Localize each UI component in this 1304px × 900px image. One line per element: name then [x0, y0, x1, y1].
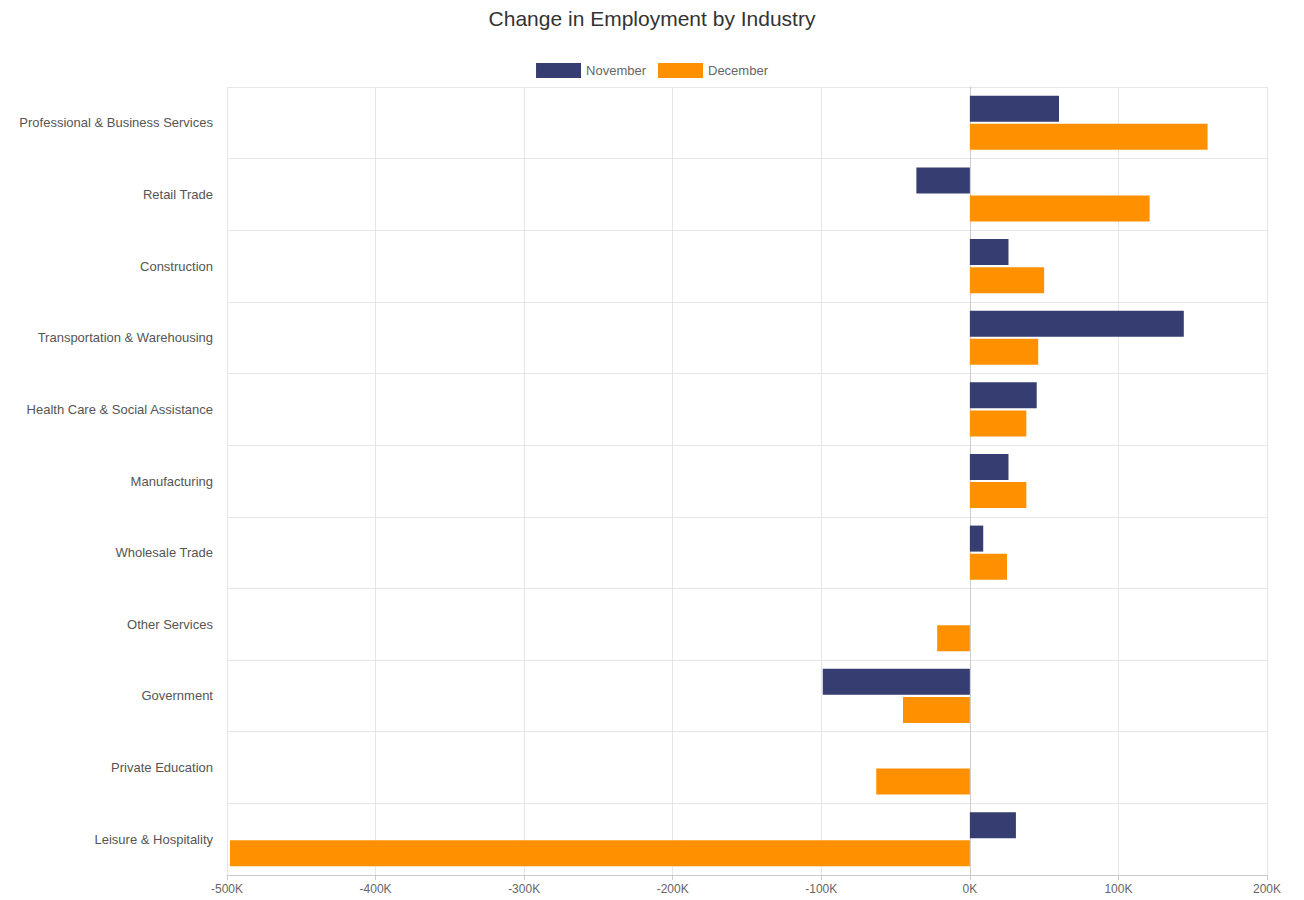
svg-text:-400K: -400K — [360, 882, 392, 896]
svg-text:November: November — [586, 63, 647, 78]
svg-text:Private Education: Private Education — [111, 760, 213, 775]
svg-text:Construction: Construction — [140, 259, 213, 274]
svg-text:December: December — [708, 63, 769, 78]
svg-text:-500K: -500K — [211, 882, 243, 896]
svg-text:Leisure & Hospitality: Leisure & Hospitality — [95, 832, 214, 847]
svg-text:Manufacturing: Manufacturing — [131, 474, 213, 489]
svg-text:Government: Government — [141, 688, 213, 703]
svg-text:Other Services: Other Services — [127, 617, 213, 632]
svg-text:Wholesale Trade: Wholesale Trade — [115, 545, 213, 560]
svg-text:Retail Trade: Retail Trade — [143, 187, 213, 202]
svg-text:200K: 200K — [1253, 882, 1281, 896]
svg-text:Professional & Business Servic: Professional & Business Services — [19, 115, 213, 130]
svg-text:0K: 0K — [963, 882, 978, 896]
svg-text:-100K: -100K — [805, 882, 837, 896]
svg-text:-300K: -300K — [508, 882, 540, 896]
svg-text:-200K: -200K — [657, 882, 689, 896]
svg-text:Transportation & Warehousing: Transportation & Warehousing — [38, 330, 213, 345]
svg-text:Health Care & Social Assistanc: Health Care & Social Assistance — [27, 402, 213, 417]
svg-text:Change in Employment by Indust: Change in Employment by Industry — [489, 7, 816, 30]
svg-text:100K: 100K — [1104, 882, 1132, 896]
